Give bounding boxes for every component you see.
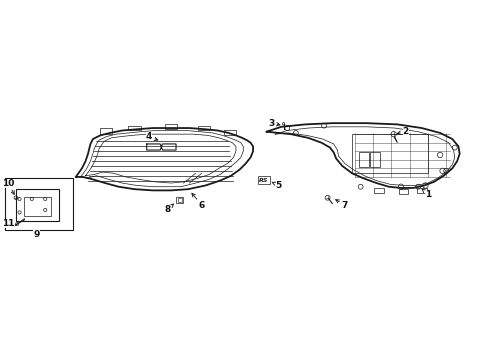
- Bar: [16, 189, 59, 221]
- Bar: [416, 188, 426, 193]
- Bar: [128, 126, 141, 130]
- Bar: [359, 153, 368, 167]
- Bar: [373, 188, 383, 193]
- Bar: [176, 197, 183, 203]
- Text: 11: 11: [2, 219, 15, 228]
- Text: 6: 6: [191, 193, 204, 210]
- Text: 2: 2: [397, 127, 408, 136]
- Bar: [165, 124, 177, 129]
- Bar: [223, 130, 236, 135]
- Bar: [24, 197, 51, 216]
- Text: 5: 5: [272, 181, 281, 190]
- Bar: [5, 178, 73, 230]
- Text: 4: 4: [145, 132, 158, 141]
- Text: 10: 10: [2, 179, 15, 194]
- Bar: [177, 198, 182, 202]
- Bar: [100, 128, 112, 134]
- Bar: [370, 153, 380, 167]
- Text: 8: 8: [164, 204, 173, 215]
- Text: RS: RS: [259, 177, 268, 183]
- Text: 1: 1: [421, 189, 430, 199]
- Text: 9: 9: [33, 230, 40, 239]
- Bar: [398, 189, 407, 194]
- Text: 7: 7: [335, 200, 347, 210]
- Bar: [198, 126, 210, 130]
- Text: 3: 3: [268, 119, 279, 128]
